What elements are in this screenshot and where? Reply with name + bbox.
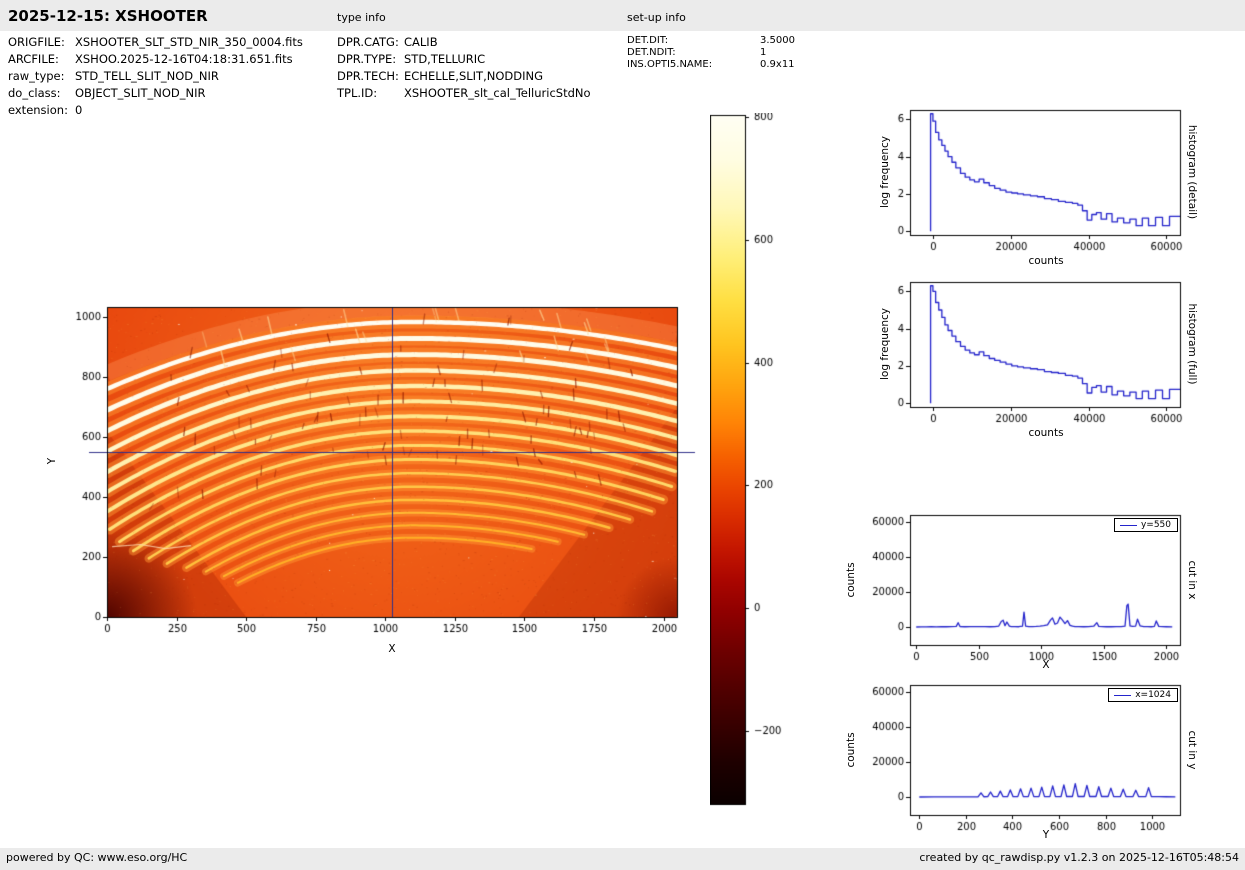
meta-row: DET.NDIT: 1 bbox=[627, 47, 795, 59]
meta-row: TPL.ID: XSHOOTER_slt_cal_TelluricStdNo bbox=[337, 85, 591, 102]
cut-in-y-y-label: counts bbox=[845, 732, 857, 768]
meta-row: DET.DIT: 3.5000 bbox=[627, 35, 795, 47]
type-info-heading: type info bbox=[337, 11, 386, 24]
meta-value: CALIB bbox=[404, 35, 438, 49]
meta-label: extension: bbox=[8, 103, 68, 117]
histogram-full-plot bbox=[855, 268, 1195, 433]
meta-label: ARCFILE: bbox=[8, 52, 59, 66]
meta-label: DPR.CATG: bbox=[337, 35, 399, 49]
histogram-full-side-label: histogram (full) bbox=[1186, 303, 1198, 385]
cut-in-y-legend: x=1024 bbox=[1108, 688, 1178, 702]
raw-frame-image bbox=[60, 295, 700, 640]
meta-value: STD_TELL_SLIT_NOD_NIR bbox=[75, 69, 219, 83]
meta-value: 1 bbox=[760, 47, 767, 58]
cut-in-x-x-label: X bbox=[1042, 659, 1050, 671]
header-bar bbox=[0, 0, 1245, 31]
histogram-detail-y-label: log frequency bbox=[879, 135, 891, 209]
footer-left-text: powered by QC: www.eso.org/HC bbox=[6, 851, 188, 864]
cut-in-x-legend: y=550 bbox=[1113, 518, 1178, 532]
colorbar bbox=[710, 113, 795, 813]
meta-row: INS.OPTI5.NAME: 0.9x11 bbox=[627, 59, 795, 71]
cut-in-y-side-label: cut in y bbox=[1186, 730, 1198, 770]
meta-row: DPR.TYPE: STD,TELLURIC bbox=[337, 51, 591, 68]
meta-value: XSHOO.2025-12-16T04:18:31.651.fits bbox=[75, 52, 293, 66]
meta-label: TPL.ID: bbox=[337, 86, 378, 100]
meta-value: XSHOOTER_SLT_STD_NIR_350_0004.fits bbox=[75, 35, 303, 49]
meta-row: extension: 0 bbox=[8, 102, 303, 119]
legend-line-sample bbox=[1119, 524, 1137, 526]
cut-in-y-x-label: Y bbox=[1042, 829, 1050, 841]
meta-value: 0.9x11 bbox=[760, 59, 795, 70]
setup-info-heading: set-up info bbox=[627, 11, 686, 24]
histogram-full-x-label: counts bbox=[1028, 427, 1064, 439]
meta-label: DPR.TYPE: bbox=[337, 52, 397, 66]
meta-value: ECHELLE,SLIT,NODDING bbox=[404, 69, 543, 83]
meta-label: do_class: bbox=[8, 86, 61, 100]
main-y-axis-label: Y bbox=[46, 457, 58, 465]
meta-label: DET.DIT: bbox=[627, 35, 669, 46]
meta-label: DPR.TECH: bbox=[337, 69, 399, 83]
meta-value: STD,TELLURIC bbox=[404, 52, 486, 66]
meta-label: INS.OPTI5.NAME: bbox=[627, 59, 713, 70]
meta-label: raw_type: bbox=[8, 69, 65, 83]
meta-row: do_class: OBJECT_SLIT_NOD_NIR bbox=[8, 85, 303, 102]
footer-bar bbox=[0, 848, 1245, 870]
histogram-detail-plot bbox=[855, 96, 1195, 261]
legend-line-sample bbox=[1114, 694, 1132, 696]
meta-label: ORIGFILE: bbox=[8, 35, 65, 49]
meta-row: ORIGFILE: XSHOOTER_SLT_STD_NIR_350_0004.f… bbox=[8, 34, 303, 51]
footer-right-text: created by qc_rawdisp.py v1.2.3 on 2025-… bbox=[919, 851, 1239, 864]
cut-in-x-side-label: cut in x bbox=[1186, 560, 1198, 600]
type-info-block: DPR.CATG: CALIB DPR.TYPE: STD,TELLURIC DPR… bbox=[337, 34, 591, 102]
histogram-full-y-label: log frequency bbox=[879, 307, 891, 381]
meta-value: 0 bbox=[75, 103, 83, 117]
meta-label: DET.NDIT: bbox=[627, 47, 676, 58]
cut-in-x-y-label: counts bbox=[845, 562, 857, 598]
histogram-detail-side-label: histogram (detail) bbox=[1186, 124, 1198, 220]
file-info-block: ORIGFILE: XSHOOTER_SLT_STD_NIR_350_0004.f… bbox=[8, 34, 303, 119]
page-title: 2025-12-15: XSHOOTER bbox=[8, 7, 208, 25]
setup-info-block: DET.DIT: 3.5000 DET.NDIT: 1 INS.OPTI5.NAME… bbox=[627, 35, 795, 71]
meta-row: DPR.CATG: CALIB bbox=[337, 34, 591, 51]
legend-label: y=550 bbox=[1140, 520, 1171, 530]
meta-row: DPR.TECH: ECHELLE,SLIT,NODDING bbox=[337, 68, 591, 85]
meta-row: raw_type: STD_TELL_SLIT_NOD_NIR bbox=[8, 68, 303, 85]
meta-row: ARCFILE: XSHOO.2025-12-16T04:18:31.651.fi… bbox=[8, 51, 303, 68]
histogram-detail-x-label: counts bbox=[1028, 255, 1064, 267]
main-x-axis-label: X bbox=[388, 643, 396, 655]
meta-value: OBJECT_SLIT_NOD_NIR bbox=[75, 86, 206, 100]
meta-value: 3.5000 bbox=[760, 35, 795, 46]
legend-label: x=1024 bbox=[1135, 690, 1171, 700]
meta-value: XSHOOTER_slt_cal_TelluricStdNo bbox=[404, 86, 591, 100]
